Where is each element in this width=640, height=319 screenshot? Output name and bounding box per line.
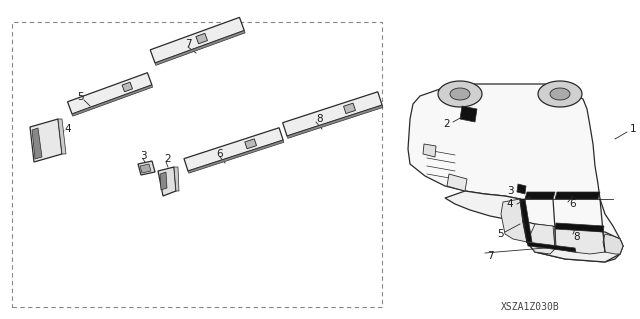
Polygon shape bbox=[520, 199, 532, 242]
Polygon shape bbox=[160, 172, 167, 190]
Text: 7: 7 bbox=[486, 251, 493, 261]
Polygon shape bbox=[555, 226, 605, 254]
Polygon shape bbox=[72, 85, 153, 116]
Polygon shape bbox=[555, 223, 604, 232]
Text: 4: 4 bbox=[507, 199, 513, 209]
Text: XSZA1Z030B: XSZA1Z030B bbox=[500, 302, 559, 312]
Polygon shape bbox=[196, 33, 207, 44]
Polygon shape bbox=[184, 128, 283, 171]
Text: 7: 7 bbox=[185, 39, 191, 49]
Polygon shape bbox=[155, 31, 245, 65]
Polygon shape bbox=[450, 88, 470, 100]
Polygon shape bbox=[122, 82, 132, 92]
Polygon shape bbox=[138, 161, 155, 175]
Text: 5: 5 bbox=[77, 92, 83, 102]
Polygon shape bbox=[68, 73, 152, 114]
Bar bbox=[12, 22, 382, 307]
Polygon shape bbox=[550, 88, 570, 100]
Polygon shape bbox=[445, 191, 523, 222]
Polygon shape bbox=[423, 144, 436, 157]
Text: 6: 6 bbox=[217, 149, 223, 159]
Text: 3: 3 bbox=[507, 186, 513, 196]
Text: 5: 5 bbox=[497, 229, 503, 239]
Polygon shape bbox=[525, 192, 555, 199]
Polygon shape bbox=[517, 184, 526, 194]
Polygon shape bbox=[32, 128, 42, 159]
Polygon shape bbox=[150, 17, 244, 63]
Polygon shape bbox=[58, 119, 66, 154]
Text: 3: 3 bbox=[140, 151, 147, 161]
Polygon shape bbox=[447, 174, 467, 191]
Polygon shape bbox=[523, 222, 623, 262]
Polygon shape bbox=[245, 139, 257, 149]
Polygon shape bbox=[408, 84, 623, 262]
Text: 4: 4 bbox=[65, 124, 71, 134]
Text: 2: 2 bbox=[444, 119, 451, 129]
Polygon shape bbox=[158, 167, 176, 196]
Polygon shape bbox=[30, 119, 62, 162]
Text: 8: 8 bbox=[317, 114, 323, 124]
Polygon shape bbox=[538, 81, 582, 107]
Polygon shape bbox=[603, 234, 623, 254]
Text: 8: 8 bbox=[573, 232, 580, 242]
Text: 2: 2 bbox=[164, 154, 172, 164]
Polygon shape bbox=[555, 192, 600, 199]
Polygon shape bbox=[287, 105, 383, 138]
Polygon shape bbox=[501, 199, 527, 242]
Polygon shape bbox=[344, 103, 355, 114]
Polygon shape bbox=[527, 224, 555, 254]
Polygon shape bbox=[188, 140, 284, 173]
Polygon shape bbox=[174, 167, 179, 191]
Polygon shape bbox=[527, 242, 576, 252]
Polygon shape bbox=[283, 92, 382, 136]
Polygon shape bbox=[460, 106, 477, 122]
Text: 6: 6 bbox=[570, 199, 576, 209]
Polygon shape bbox=[438, 81, 482, 107]
Text: 1: 1 bbox=[630, 124, 636, 134]
Polygon shape bbox=[140, 164, 151, 173]
